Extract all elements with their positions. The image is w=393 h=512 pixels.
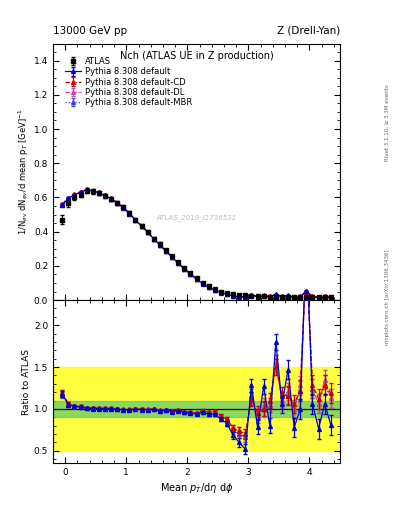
Text: ATLAS_2019_I1736531: ATLAS_2019_I1736531 xyxy=(156,215,237,221)
Text: Z (Drell-Yan): Z (Drell-Yan) xyxy=(277,26,340,36)
Text: Nch (ATLAS UE in Z production): Nch (ATLAS UE in Z production) xyxy=(119,51,274,61)
Y-axis label: Ratio to ATLAS: Ratio to ATLAS xyxy=(22,349,31,415)
Text: mcplots.cern.ch [arXiv:1306.3436]: mcplots.cern.ch [arXiv:1306.3436] xyxy=(385,249,389,345)
Y-axis label: 1/N$_{ev}$ dN$_{ev}$/d mean p$_T$ [GeV]$^{-1}$: 1/N$_{ev}$ dN$_{ev}$/d mean p$_T$ [GeV]$… xyxy=(17,109,31,235)
Bar xyxy=(53,367,340,451)
Bar xyxy=(53,400,340,417)
Text: 13000 GeV pp: 13000 GeV pp xyxy=(53,26,127,36)
Legend: ATLAS, Pythia 8.308 default, Pythia 8.308 default-CD, Pythia 8.308 default-DL, P: ATLAS, Pythia 8.308 default, Pythia 8.30… xyxy=(63,55,193,109)
X-axis label: Mean $p_T$/d$\eta$ d$\phi$: Mean $p_T$/d$\eta$ d$\phi$ xyxy=(160,481,233,496)
Text: Rivet 3.1.10, ≥ 3.3M events: Rivet 3.1.10, ≥ 3.3M events xyxy=(385,84,389,161)
